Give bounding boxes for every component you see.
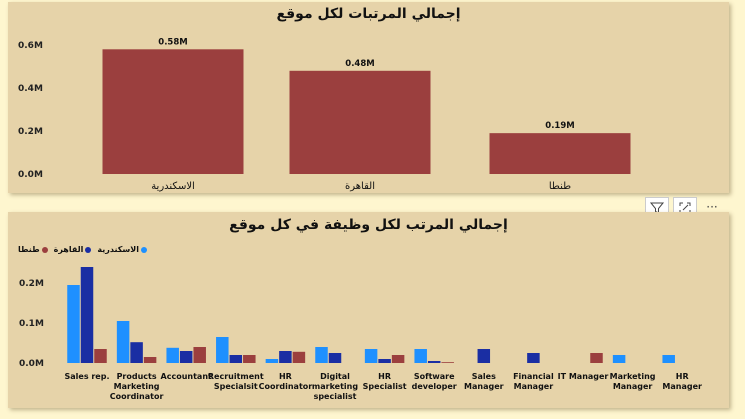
bar-3-2: [243, 355, 256, 363]
x-tick-label: Digital: [320, 372, 350, 381]
legend-dot-icon: [41, 246, 48, 253]
x-tick-label: Accountant: [161, 372, 212, 381]
x-tick-label: الاسكندرية: [151, 181, 195, 192]
x-tick-label: Financial: [513, 372, 554, 381]
bar-9-1: [527, 353, 540, 363]
bar-5-0: [315, 347, 328, 363]
bar-4-2: [292, 351, 306, 363]
y-tick-label: 0.4M: [18, 84, 43, 94]
x-tick-label: Marketing: [610, 372, 656, 381]
bar-6-1: [378, 359, 391, 363]
x-tick-label: Manager: [514, 382, 554, 391]
x-tick-label: Products: [117, 372, 157, 381]
bar-4-0: [265, 359, 279, 363]
x-tick-label: Specialist: [363, 382, 407, 391]
bar-8-1: [477, 349, 491, 363]
bar-2-0: [166, 347, 179, 363]
bar-3-0: [216, 337, 229, 363]
bar-7-2: [441, 362, 454, 363]
bar-7-0: [414, 349, 427, 363]
y-tick-label: 0.6M: [18, 41, 43, 51]
y-tick-label: 0.1M: [19, 319, 44, 329]
bar-1-1: [130, 342, 143, 363]
bar-0-2: [94, 349, 107, 363]
legend-dot-icon: [140, 246, 147, 253]
y-tick-label: 0.0M: [19, 359, 44, 369]
x-tick-label: Sales: [472, 372, 496, 381]
more-options-button[interactable]: ···: [701, 197, 723, 217]
bar-2-2: [193, 347, 206, 363]
x-tick-label: specialist: [314, 392, 357, 401]
bar-1-0: [116, 321, 130, 363]
location-salary-plot: 0.0M 0.2M 0.4M 0.6M 0.58M الاسكندرية 0.48M القا…: [18, 37, 631, 192]
legend-dot-icon: [85, 246, 92, 253]
bar-1: [289, 70, 431, 174]
focus-mode-icon: [679, 202, 691, 214]
x-tick-label: developer: [412, 382, 457, 391]
bar-1-2: [143, 357, 157, 363]
x-tick-label: Manager: [662, 382, 702, 391]
x-tick-label: marketing: [312, 382, 358, 391]
x-tick-label: Coordinator: [259, 382, 313, 391]
bar-2-1: [179, 351, 193, 363]
chart-legend: الاسكندرية القاهرة طنطا: [18, 245, 147, 254]
x-tick-label: HR: [279, 372, 292, 381]
legend-item-2[interactable]: طنطا: [18, 245, 48, 254]
chart-title: إجمالي المرتب لكل وظيفة في كل موقع: [229, 217, 508, 233]
bar-0-1: [80, 267, 94, 363]
x-tick-label: Sales rep.: [64, 372, 109, 381]
legend-item-0[interactable]: الاسكندرية: [97, 245, 147, 254]
y-tick-label: 0.0M: [18, 170, 43, 180]
bar-4-1: [279, 351, 292, 363]
x-tick-label: Recruitment: [208, 372, 264, 381]
x-tick-label: Software: [414, 372, 455, 381]
x-tick-label: Manager: [464, 382, 504, 391]
location-salary-chart[interactable]: إجمالي المرتبات لكل موقع 0.0M 0.2M 0.4M 0.6…: [8, 2, 729, 193]
y-tick-label: 0.2M: [19, 279, 44, 289]
data-label: 0.19M: [545, 121, 574, 131]
bar-0-0: [67, 285, 80, 363]
legend-label: القاهرة: [53, 245, 84, 254]
x-tick-label: HR: [378, 372, 391, 381]
bar-3-1: [229, 355, 243, 363]
x-tick-label: القاهرة: [345, 181, 375, 192]
bar-6-2: [391, 355, 405, 363]
x-tick-label: Manager: [613, 382, 653, 391]
bar-2: [489, 133, 631, 174]
bar-11-0: [612, 355, 626, 363]
x-tick-label: IT Manager: [558, 372, 609, 381]
bar-10-2: [590, 353, 603, 363]
x-tick-label: Marketing: [114, 382, 160, 391]
legend-item-1[interactable]: القاهرة: [54, 245, 92, 254]
bar-12-0: [662, 355, 675, 363]
legend-label: الاسكندرية: [97, 245, 139, 254]
bar-5-1: [328, 353, 342, 363]
y-tick-label: 0.2M: [18, 127, 43, 137]
data-label: 0.48M: [345, 59, 374, 69]
bar-6-0: [364, 349, 378, 363]
job-location-salary-chart[interactable]: إجمالي المرتب لكل وظيفة في كل موقع الاسك…: [8, 212, 729, 408]
x-tick-label: Coordinator: [110, 392, 164, 401]
bar-7-1: [427, 361, 441, 363]
x-tick-label: طنطا: [549, 181, 571, 192]
more-options-icon: ···: [706, 200, 718, 214]
data-label: 0.58M: [158, 37, 187, 47]
chart-title: إجمالي المرتبات لكل موقع: [276, 6, 461, 22]
bar-0: [102, 49, 244, 174]
x-tick-label: HR: [676, 372, 689, 381]
x-tick-label: Specialsit: [214, 382, 258, 391]
legend-label: طنطا: [18, 245, 40, 254]
